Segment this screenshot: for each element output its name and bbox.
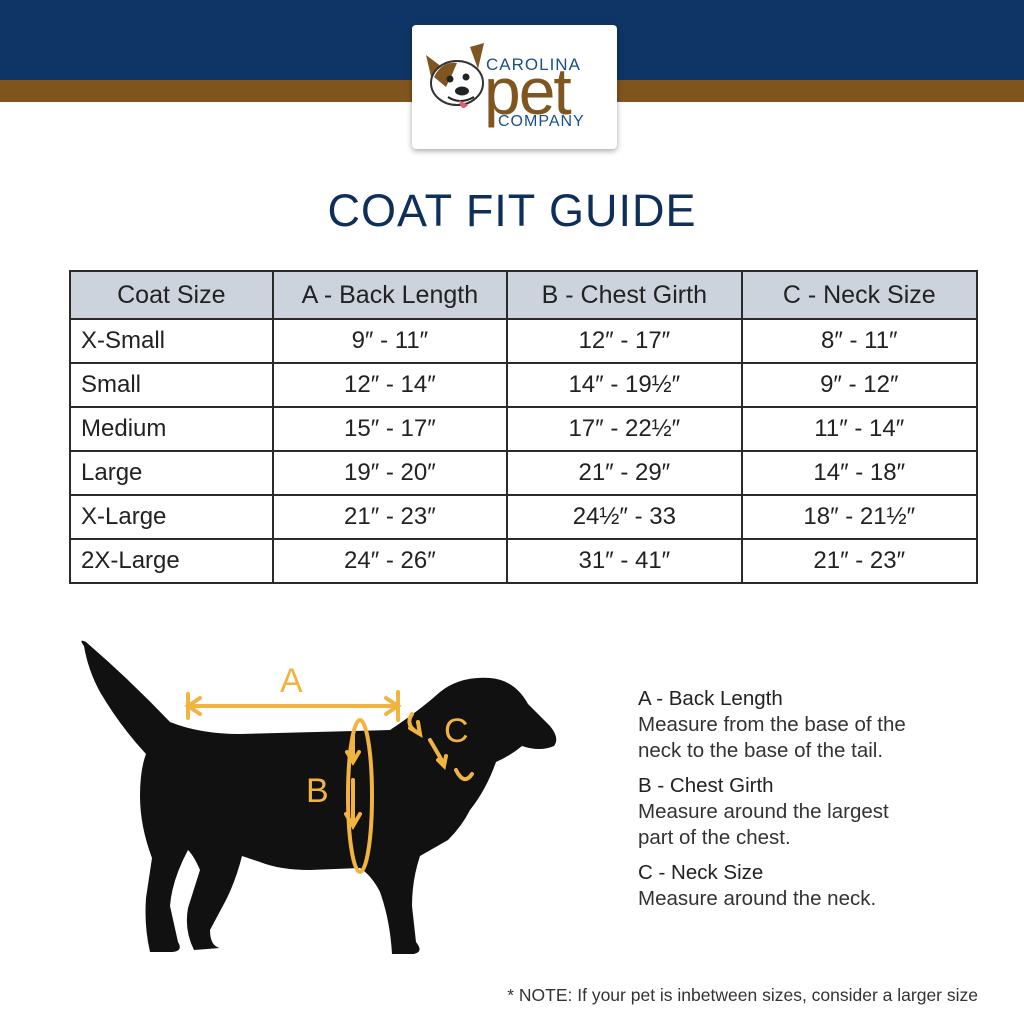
cell-chest-girth: 21″ - 29″ [506, 450, 743, 496]
cell-back-length: 15″ - 17″ [271, 406, 509, 452]
cell-size: Large [69, 450, 274, 496]
legend-text: Measure from the base of the [638, 713, 906, 736]
cell-chest-girth: 12″ - 17″ [506, 318, 743, 364]
cell-size: Medium [69, 406, 274, 452]
table-row: Large 19″ - 20″ 21″ - 29″ 14″ - 18″ [69, 450, 979, 496]
label-c: C [444, 712, 469, 750]
cell-back-length: 12″ - 14″ [271, 362, 509, 408]
cell-neck-size: 9″ - 12″ [740, 362, 979, 408]
cell-size: 2X-Large [69, 538, 274, 584]
table-row: X-Large 21″ - 23″ 24½″ - 33 18″ - 21½″ [69, 494, 979, 540]
cell-size: X-Small [69, 318, 274, 364]
cell-neck-size: 18″ - 21½″ [740, 494, 979, 540]
legend-text: part of the chest. [638, 826, 791, 849]
legend-text: Measure around the largest [638, 800, 889, 823]
table-header-row: Coat Size A - Back Length B - Chest Girt… [69, 270, 979, 320]
dog-face-icon [426, 43, 484, 109]
table-row: X-Small 9″ - 11″ 12″ - 17″ 8″ - 11″ [69, 318, 979, 364]
table-row: Medium 15″ - 17″ 17″ - 22½″ 11″ - 14″ [69, 406, 979, 452]
legend-heading: B - Chest Girth [638, 774, 774, 797]
logo-pet-text: pet [484, 54, 572, 128]
size-table: Coat Size A - Back Length B - Chest Girt… [69, 270, 979, 584]
cell-chest-girth: 14″ - 19½″ [506, 362, 743, 408]
brand-logo: CAROLINA pet COMPANY [412, 25, 617, 149]
cell-chest-girth: 24½″ - 33 [506, 494, 743, 540]
legend-heading: C - Neck Size [638, 861, 764, 884]
label-b: B [306, 772, 329, 810]
cell-back-length: 24″ - 26″ [271, 538, 509, 584]
cell-chest-girth: 31″ - 41″ [506, 538, 743, 584]
cell-back-length: 21″ - 23″ [271, 494, 509, 540]
cell-back-length: 9″ - 11″ [271, 318, 509, 364]
logo-company-text: COMPANY [498, 113, 585, 130]
header-chest-girth: B - Chest Girth [506, 270, 743, 320]
legend-text: neck to the base of the tail. [638, 739, 884, 762]
cell-size: X-Large [69, 494, 274, 540]
legend-text: Measure around the neck. [638, 887, 877, 910]
table-row: Small 12″ - 14″ 14″ - 19½″ 9″ - 12″ [69, 362, 979, 408]
header-coat-size: Coat Size [69, 270, 274, 320]
cell-neck-size: 8″ - 11″ [740, 318, 979, 364]
legend-back-length: A - Back Length Measure from the base of… [638, 686, 998, 764]
page-title: COAT FIT GUIDE [327, 185, 697, 236]
table-row: 2X-Large 24″ - 26″ 31″ - 41″ 21″ - 23″ [69, 538, 979, 584]
dog-silhouette-icon: A B C [81, 640, 557, 954]
label-a: A [280, 662, 303, 700]
cell-neck-size: 14″ - 18″ [740, 450, 979, 496]
cell-back-length: 19″ - 20″ [271, 450, 509, 496]
legend-chest-girth: B - Chest Girth Measure around the large… [638, 773, 998, 851]
legend-heading: A - Back Length [638, 687, 783, 710]
header-neck-size: C - Neck Size [740, 270, 979, 320]
footnote: * NOTE: If your pet is inbetween sizes, … [507, 985, 978, 1005]
logo-carolina-text: CAROLINA [486, 55, 581, 74]
cell-size: Small [69, 362, 274, 408]
cell-neck-size: 21″ - 23″ [740, 538, 979, 584]
legend-neck-size: C - Neck Size Measure around the neck. [638, 860, 998, 912]
measurement-legend: A - Back Length Measure from the base of… [638, 686, 998, 921]
cell-neck-size: 11″ - 14″ [740, 406, 979, 452]
cell-chest-girth: 17″ - 22½″ [506, 406, 743, 452]
header-back-length: A - Back Length [271, 270, 509, 320]
